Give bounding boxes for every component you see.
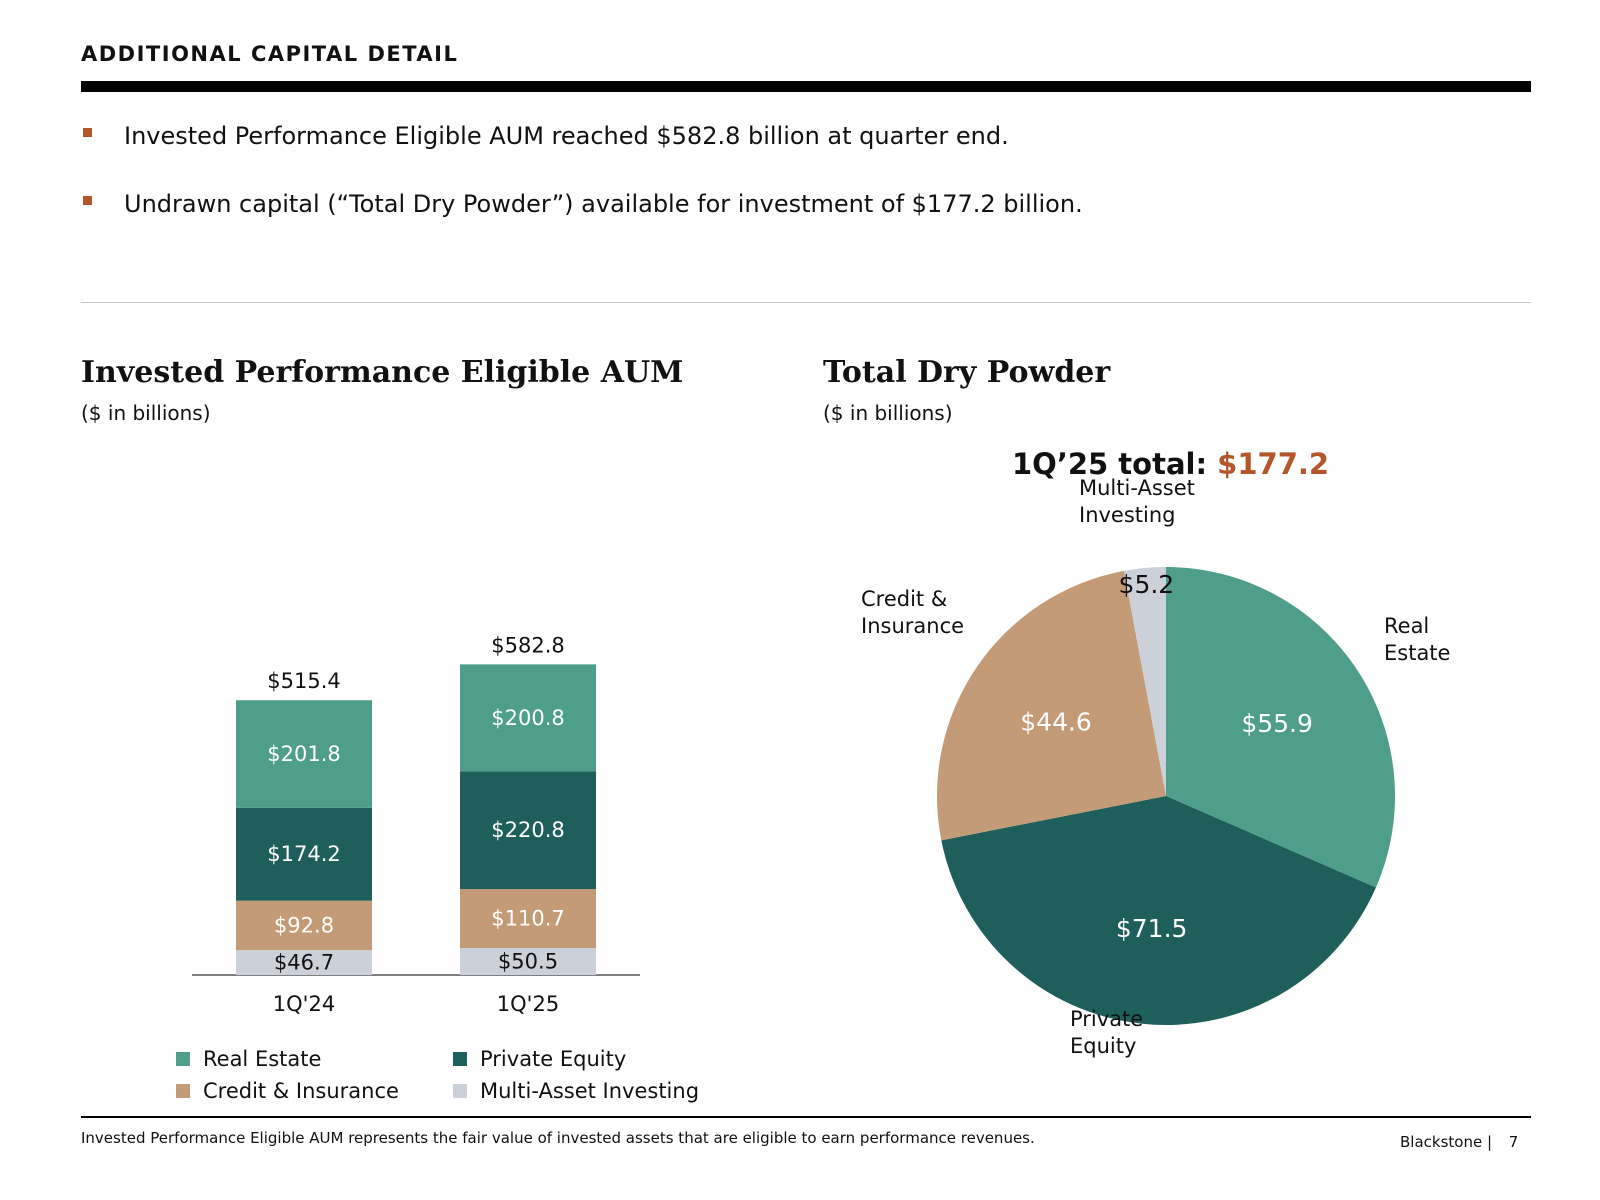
legend-swatch — [176, 1052, 190, 1066]
pie-slice-real-estate — [1166, 567, 1395, 888]
legend-label: Private Equity — [480, 1047, 627, 1071]
legend-swatch — [453, 1084, 467, 1098]
bar-value-label: $46.7 — [274, 951, 334, 975]
legend-label: Multi-Asset Investing — [480, 1079, 700, 1103]
legend-item-private-equity: Private Equity — [453, 1047, 626, 1071]
page-title: ADDITIONAL CAPITAL DETAIL — [81, 42, 459, 66]
pie-category-label: Private Equity — [1070, 1007, 1143, 1058]
pie-total-line: 1Q’25 total: $177.2 — [1012, 447, 1329, 481]
bullet-item-aum: Invested Performance Eligible AUM reache… — [83, 122, 1009, 150]
bar-total-label: $515.4 — [267, 669, 340, 693]
page-number: 7 — [1508, 1133, 1519, 1151]
dry-powder-chart-subtitle: ($ in billions) — [823, 401, 953, 425]
footer-brand: Blackstone | 7 — [1400, 1133, 1518, 1151]
dry-powder-chart-title: Total Dry Powder — [823, 355, 1111, 390]
bullet-text: Invested Performance Eligible AUM reache… — [124, 122, 1009, 150]
bar-total-label: $582.8 — [491, 633, 564, 657]
pie-slice-multi-asset-investing — [1124, 567, 1166, 796]
legend-label: Credit & Insurance — [203, 1079, 399, 1103]
bar-value-label: $200.8 — [491, 706, 564, 730]
legend-swatch — [176, 1084, 190, 1098]
pie-category-label: Multi-Asset Investing — [1079, 476, 1195, 527]
brand-name: Blackstone | — [1400, 1133, 1493, 1151]
header-rule — [81, 81, 1531, 92]
pie-value-label: $71.5 — [1116, 914, 1188, 943]
bar-value-label: $174.2 — [267, 842, 340, 866]
pie-total-label: 1Q’25 total: — [1012, 447, 1208, 481]
bar-value-label: $220.8 — [491, 818, 564, 842]
bar-segment-private-equity — [236, 807, 372, 901]
aum-stacked-bar-chart: $46.7 $92.8 $174.2 $201.8 $515.4 1Q'24 $50.5 $1… — [192, 633, 640, 1016]
pie-category-label: Real Estate — [1384, 614, 1450, 665]
footer-rule — [81, 1116, 1531, 1118]
pie-category-label: Credit & Insurance — [861, 587, 964, 638]
legend-item-multi-asset: Multi-Asset Investing — [453, 1079, 699, 1103]
footer-note: Invested Performance Eligible AUM repres… — [81, 1129, 1035, 1147]
bar-value-label: $201.8 — [267, 742, 340, 766]
bar-segment-private-equity — [460, 771, 596, 890]
bar-segment-credit-insurance — [460, 889, 596, 949]
pie-value-label: $44.6 — [1020, 707, 1092, 736]
pie-slice-private-equity — [941, 796, 1376, 1026]
section-divider — [81, 302, 1531, 303]
bullet-item-dry-powder: Undrawn capital (“Total Dry Powder”) ava… — [83, 190, 1083, 218]
aum-chart-subtitle: ($ in billions) — [81, 401, 211, 425]
bar-segment-credit-insurance — [236, 900, 372, 951]
bar-segment-real-estate — [236, 700, 372, 808]
pie-value-label: $55.9 — [1241, 709, 1313, 738]
dry-powder-pie-chart: $55.9 Real Estate $71.5 Private Equity $44.6 Cr… — [861, 476, 1450, 1058]
bar-value-label: $50.5 — [498, 950, 558, 974]
bar-segment-multi-asset-investing — [460, 948, 596, 975]
legend-swatch — [453, 1052, 467, 1066]
bar-value-label: $110.7 — [491, 907, 564, 931]
bar-value-label: $92.8 — [274, 913, 334, 937]
legend-label: Real Estate — [203, 1047, 322, 1071]
bullet-square-icon — [83, 127, 92, 137]
bullet-square-icon — [83, 195, 92, 205]
legend-item-real-estate: Real Estate — [176, 1047, 321, 1071]
x-tick-label: 1Q'24 — [273, 992, 335, 1016]
aum-chart-title: Invested Performance Eligible AUM — [81, 355, 684, 390]
pie-slice-credit-insurance — [936, 570, 1166, 841]
x-tick-label: 1Q'25 — [497, 992, 559, 1016]
bar-segment-real-estate — [460, 664, 596, 772]
bar-segment-multi-asset-investing — [236, 950, 372, 975]
bullet-text: Undrawn capital (“Total Dry Powder”) ava… — [124, 190, 1083, 218]
pie-value-label: $5.2 — [1119, 570, 1175, 599]
legend-item-credit-insurance: Credit & Insurance — [176, 1079, 399, 1103]
pie-total-value: $177.2 — [1217, 447, 1330, 481]
